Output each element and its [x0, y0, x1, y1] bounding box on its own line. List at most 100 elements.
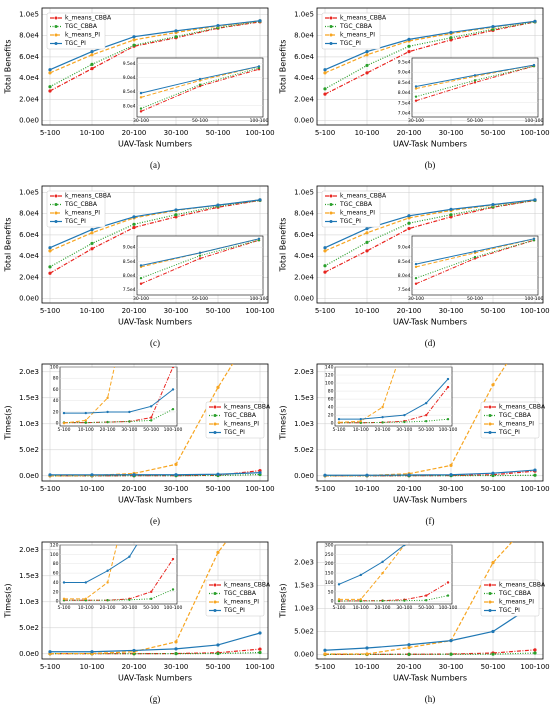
legend-box: [46, 12, 106, 50]
point: [174, 640, 178, 644]
point: [449, 652, 453, 656]
x-tick-label: 50-100: [206, 129, 231, 137]
inset-y-tick-label: 100: [50, 365, 59, 371]
point: [365, 473, 369, 477]
series-line: [325, 469, 536, 476]
legend-marker: [329, 42, 333, 45]
inset-point: [84, 421, 88, 424]
inset-x-tick-label: 30-100: [133, 296, 149, 302]
inset-point: [473, 74, 477, 77]
legend-marker: [213, 583, 217, 587]
y-tick-label: 1.0e3: [294, 605, 314, 613]
inset-y-tick-label: 100: [50, 552, 59, 558]
inset-y-tick-label: 9.0e4: [123, 245, 136, 251]
inset-x-tick-label: 30-100: [133, 118, 149, 124]
y-tick-label: 4.0e4: [294, 74, 314, 82]
inset-y-tick-label: 40: [53, 580, 59, 586]
legend-marker: [488, 600, 492, 604]
legend-marker: [329, 16, 333, 20]
y-tick-label: 4.0e4: [19, 74, 39, 82]
y-tick-label: 0.0e0: [294, 117, 314, 125]
y-tick-label: 2.0e3: [19, 368, 39, 376]
inset-point: [446, 594, 450, 597]
inset-x-tick-label: 20-100: [100, 605, 116, 611]
inset-line: [339, 545, 405, 600]
legend-marker: [54, 220, 58, 223]
inset-point: [171, 407, 175, 411]
point: [258, 198, 262, 202]
inset-point: [139, 282, 143, 285]
legend-marker: [54, 33, 58, 37]
inset-y-tick-label: 8.5e4: [123, 259, 136, 265]
series-line: [325, 652, 536, 655]
legend-marker: [54, 203, 58, 206]
point: [48, 68, 52, 72]
x-axis-label: UAV-Task Numbers: [118, 318, 192, 327]
inset-point: [171, 388, 175, 391]
legend-label: TGC_PI: [223, 429, 245, 436]
point: [90, 650, 94, 654]
x-tick-label: 30-100: [439, 307, 464, 315]
legend-marker: [329, 25, 333, 28]
point: [174, 213, 178, 217]
inset-x-tick-label: 100-100: [439, 427, 458, 433]
inset-point: [414, 99, 418, 102]
x-axis-label: UAV-Task Numbers: [393, 674, 467, 683]
inset-point: [414, 262, 418, 266]
x-tick-label: 50-100: [481, 129, 506, 137]
point: [323, 270, 327, 274]
inset-x-tick-label: 5-100: [332, 427, 345, 433]
y-tick-label: 6.0e4: [294, 53, 314, 61]
inset-point: [150, 597, 153, 601]
y-tick-label: 4.0e4: [294, 252, 314, 260]
point: [216, 23, 220, 28]
y-tick-label: 1.0e5: [19, 188, 39, 196]
point: [132, 473, 136, 477]
x-axis-label: UAV-Task Numbers: [118, 496, 192, 505]
inset-point: [150, 416, 153, 419]
series-group: [323, 19, 537, 96]
inset-y-tick-label: 9.0e4: [398, 70, 411, 76]
x-tick-label: 50-100: [481, 663, 506, 671]
y-tick-label: 1.0e5: [294, 10, 314, 18]
point: [132, 35, 136, 39]
point: [323, 249, 327, 253]
y-tick-label: 0.0e0: [294, 650, 314, 658]
x-tick-label: 30-100: [439, 663, 464, 671]
y-tick-label: 0.0e0: [19, 472, 39, 480]
y-tick-label: 1.0e5: [294, 188, 314, 196]
inset-y-tick-label: 8.0e4: [123, 103, 136, 109]
legend-marker: [329, 220, 333, 223]
point: [174, 208, 178, 212]
legend-label: k_means_CBBA: [340, 193, 387, 200]
inset-point: [446, 385, 450, 389]
point: [449, 207, 453, 211]
inset-point: [403, 342, 405, 344]
inset-y-tick-label: 100: [325, 381, 334, 387]
y-axis-label: Total Benefits: [4, 218, 13, 273]
y-axis-label: Total Benefits: [279, 40, 288, 95]
point: [407, 221, 411, 225]
inset-point: [381, 571, 384, 575]
legend-label: k_means_CBBA: [340, 15, 387, 22]
legend-label: k_means_PI: [340, 210, 375, 217]
inset-x-tick-label: 100-100: [525, 296, 544, 302]
legend-label: TGC_CBBA: [339, 23, 373, 30]
legend-marker: [488, 431, 492, 434]
inset-y-tick-label: 80: [53, 561, 59, 567]
inset-point: [359, 573, 362, 577]
y-tick-label: 4.0e4: [19, 252, 39, 260]
inset-point: [337, 583, 341, 586]
y-tick-label: 0.0e0: [294, 295, 314, 303]
inset-bg: [136, 57, 264, 118]
inset-point: [257, 65, 261, 68]
inset-point: [425, 419, 428, 423]
inset-y-tick-label: 8.0e4: [398, 90, 411, 96]
legend-marker: [488, 592, 492, 595]
point: [90, 228, 94, 232]
point: [533, 473, 537, 477]
legend-label: TGC_CBBA: [498, 590, 532, 597]
inset-y-tick-label: 250: [325, 552, 334, 558]
inset-point: [106, 569, 109, 572]
inset-point: [139, 276, 143, 280]
